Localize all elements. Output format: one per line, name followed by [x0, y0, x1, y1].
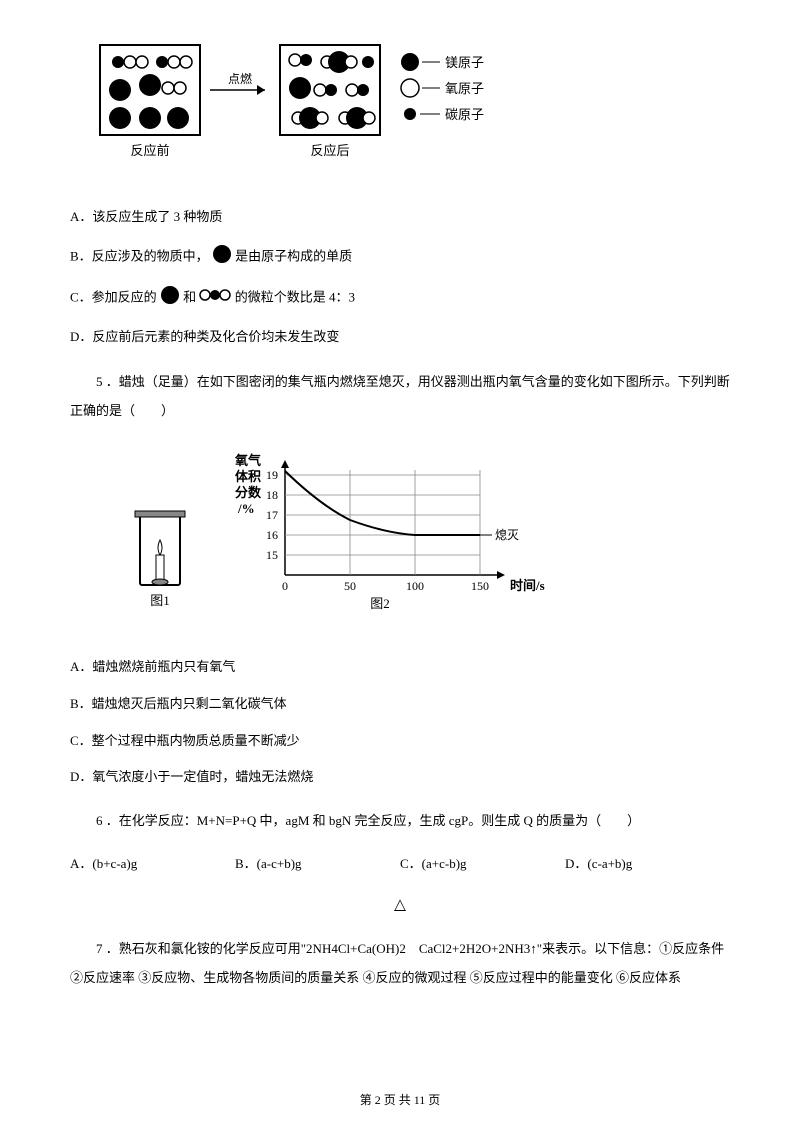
ytick-17: 17 — [266, 508, 278, 522]
y-label-3: 分数 — [235, 485, 262, 500]
x-axis-label: 时间/s — [510, 578, 545, 593]
q4-option-c: C．参加反应的 和 的微粒个数比是 4：3 — [70, 286, 730, 311]
legend-o: 氧原子 — [445, 81, 484, 96]
xtick-150: 150 — [471, 579, 489, 593]
xtick-100: 100 — [406, 579, 424, 593]
q4-c-mid: 和 — [183, 290, 196, 305]
q4-option-a: A．该反应生成了 3 种物质 — [70, 207, 730, 228]
ytick-15: 15 — [266, 548, 278, 562]
reaction-svg: 反应前 点燃 反应后 镁原子 氧原 — [90, 40, 520, 170]
box1-label: 反应前 — [130, 143, 169, 158]
q6-option-d: D．(c-a+b)g — [565, 854, 730, 875]
fig1-label: 图1 — [150, 593, 170, 608]
large-black-circle-icon — [160, 286, 180, 311]
y-label-1: 氧气 — [234, 453, 261, 468]
ytick-19: 19 — [266, 468, 278, 482]
q5-option-a: A．蜡烛燃烧前瓶内只有氧气 — [70, 657, 730, 678]
reaction-diagram: 反应前 点燃 反应后 镁原子 氧原 — [90, 40, 710, 177]
annotation-extinguish: 熄灭 — [495, 528, 519, 542]
ytick-18: 18 — [266, 488, 278, 502]
q4-b-pre: B．反应涉及的物质中， — [70, 248, 209, 263]
legend-mg: 镁原子 — [445, 55, 484, 70]
large-black-circle-icon — [212, 244, 232, 271]
xtick-50: 50 — [344, 579, 356, 593]
q6-option-c: C．(a+c-b)g — [400, 854, 565, 875]
arrow-label: 点燃 — [228, 71, 252, 86]
q5-diagram: 图1 氧气 体积 分数 /% 19 — [130, 445, 730, 632]
q4-b-post: 是由原子构成的单质 — [235, 248, 352, 263]
q5-option-c: C．整个过程中瓶内物质总质量不断减少 — [70, 731, 730, 752]
q6-option-b: B．(a-c+b)g — [235, 854, 400, 875]
box2-label: 反应后 — [310, 143, 349, 158]
molecule-icon — [199, 287, 231, 310]
q5-option-b: B．蜡烛熄灭后瓶内只剩二氧化碳气体 — [70, 694, 730, 715]
page-footer: 第 2 页 共 11 页 — [0, 1091, 800, 1110]
legend-c: 碳原子 — [445, 107, 484, 122]
y-label-2: 体积 — [235, 469, 261, 484]
triangle-mark: △ — [70, 893, 730, 917]
q6-options: A．(b+c-a)g B．(a-c+b)g C．(a+c-b)g D．(c-a+… — [70, 854, 730, 875]
q4-option-b: B．反应涉及的物质中， 是由原子构成的单质 — [70, 244, 730, 271]
y-label-4: /% — [237, 501, 255, 516]
ytick-16: 16 — [266, 528, 278, 542]
q4-c-post: 的微粒个数比是 4：3 — [235, 290, 355, 305]
q4-option-d: D．反应前后元素的种类及化合价均未发生改变 — [70, 327, 730, 348]
xtick-0: 0 — [282, 579, 288, 593]
q5-svg: 图1 氧气 体积 分数 /% 19 — [130, 445, 550, 625]
q5-stem: 5 ．蜡烛（足量）在如下图密闭的集气瓶内燃烧至熄灭，用仪器测出瓶内氧气含量的变化… — [70, 368, 730, 425]
q4-c-pre: C．参加反应的 — [70, 290, 160, 305]
q7-stem: 7 ．熟石灰和氯化铵的化学反应可用"2NH4Cl+Ca(OH)2 CaCl2+2… — [70, 935, 730, 992]
q6-stem: 6 ．在化学反应：M+N=P+Q 中，agM 和 bgN 完全反应，生成 cgP… — [70, 808, 730, 834]
q5-option-d: D．氧气浓度小于一定值时，蜡烛无法燃烧 — [70, 767, 730, 788]
q6-option-a: A．(b+c-a)g — [70, 854, 235, 875]
fig2-label: 图2 — [370, 596, 390, 611]
